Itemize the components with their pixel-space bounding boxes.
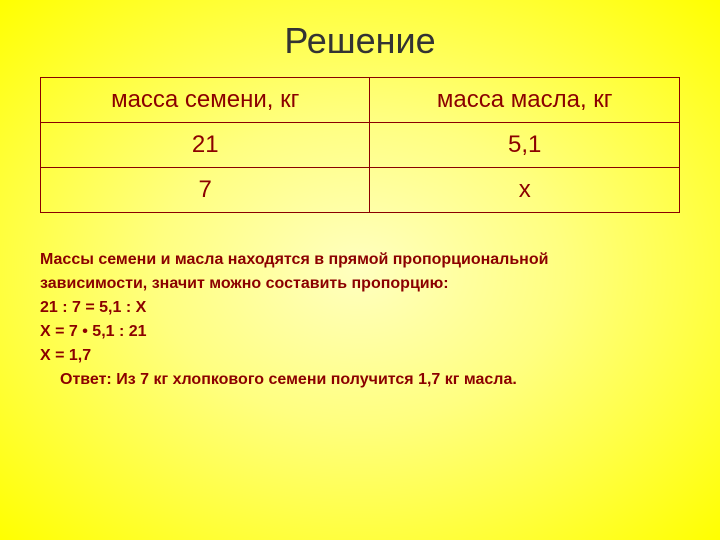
column-header-seed: масса семени, кг bbox=[41, 78, 370, 123]
cell-oil-1: 5,1 bbox=[370, 123, 680, 168]
solution-line: Массы семени и масла находятся в прямой … bbox=[40, 248, 680, 272]
solution-line: Х = 1,7 bbox=[40, 344, 680, 368]
solution-answer: Ответ: Из 7 кг хлопкового семени получит… bbox=[40, 368, 680, 392]
solution-block: Массы семени и масла находятся в прямой … bbox=[40, 248, 680, 392]
slide-container: Решение масса семени, кг масса масла, кг… bbox=[0, 0, 720, 540]
table-row: 21 5,1 bbox=[41, 123, 680, 168]
slide-title: Решение bbox=[40, 20, 680, 62]
table-row: 7 х bbox=[41, 168, 680, 213]
solution-line: 21 : 7 = 5,1 : Х bbox=[40, 296, 680, 320]
table-row: масса семени, кг масса масла, кг bbox=[41, 78, 680, 123]
solution-line: Х = 7 • 5,1 : 21 bbox=[40, 320, 680, 344]
column-header-oil: масса масла, кг bbox=[370, 78, 680, 123]
cell-oil-2: х bbox=[370, 168, 680, 213]
cell-seed-1: 21 bbox=[41, 123, 370, 168]
cell-seed-2: 7 bbox=[41, 168, 370, 213]
solution-line: зависимости, значит можно составить проп… bbox=[40, 272, 680, 296]
proportion-table: масса семени, кг масса масла, кг 21 5,1 … bbox=[40, 77, 680, 213]
